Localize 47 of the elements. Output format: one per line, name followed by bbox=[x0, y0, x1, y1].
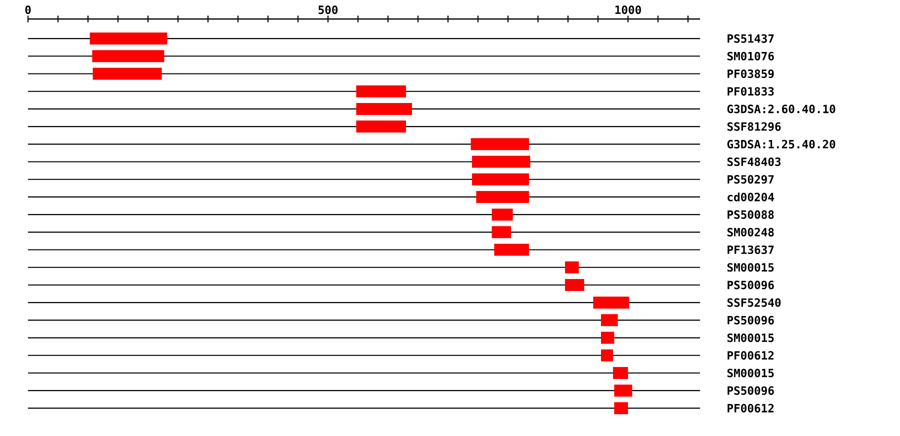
bar bbox=[92, 68, 162, 80]
bar bbox=[492, 208, 513, 221]
y-tick-label: SSF52540 bbox=[727, 298, 781, 307]
y-tick-label: PS50088 bbox=[728, 210, 774, 219]
y-tick-label: PS50096 bbox=[728, 280, 774, 290]
y-tick-label: PF00612 bbox=[728, 404, 774, 412]
bar bbox=[614, 384, 632, 397]
bar bbox=[614, 402, 628, 414]
y-tick-label: G3DSA:2.60.40.10 bbox=[727, 104, 836, 114]
bar bbox=[613, 366, 628, 379]
y-tick-label: SM00015 bbox=[727, 368, 774, 378]
x-tick-label: 500 bbox=[318, 6, 338, 14]
bar bbox=[492, 226, 512, 238]
y-tick-label: G3DSA:1.25.40.20 bbox=[727, 140, 836, 148]
bar bbox=[601, 314, 618, 326]
y-tick-label: SM00015 bbox=[727, 263, 774, 272]
bar bbox=[472, 156, 530, 168]
y-tick-label: PF00612 bbox=[728, 351, 774, 360]
y-tick-label: PS50096 bbox=[728, 386, 774, 395]
x-tick-label: 1000 bbox=[615, 6, 641, 14]
bar bbox=[593, 296, 630, 309]
bar bbox=[494, 244, 530, 256]
bar bbox=[356, 102, 412, 115]
y-tick-label: SM00248 bbox=[727, 228, 774, 236]
y-tick-label: SSF48403 bbox=[727, 157, 781, 166]
y-tick-label: PS50096 bbox=[728, 316, 774, 324]
bar bbox=[601, 332, 614, 344]
bar bbox=[92, 50, 164, 62]
bar bbox=[356, 120, 406, 133]
bar bbox=[476, 190, 530, 203]
bar bbox=[90, 32, 168, 45]
bar bbox=[470, 138, 530, 150]
bar bbox=[565, 261, 579, 274]
y-tick-label: PF13637 bbox=[728, 245, 774, 254]
bar bbox=[356, 85, 406, 98]
y-tick-label: SSF81296 bbox=[727, 122, 781, 131]
x-tick-label: 0 bbox=[25, 6, 31, 14]
y-tick-label: SM01076 bbox=[727, 52, 774, 60]
bar bbox=[565, 278, 584, 291]
bar bbox=[601, 349, 614, 362]
y-tick-label: PF03859 bbox=[728, 69, 774, 78]
bar bbox=[472, 173, 530, 186]
y-tick-label: cd00204 bbox=[728, 192, 774, 202]
y-tick-label: PF01833 bbox=[728, 87, 774, 96]
y-tick-label: PS50297 bbox=[728, 175, 774, 184]
y-tick-label: SM00015 bbox=[727, 334, 774, 342]
y-tick-label: PS51437 bbox=[728, 34, 774, 43]
